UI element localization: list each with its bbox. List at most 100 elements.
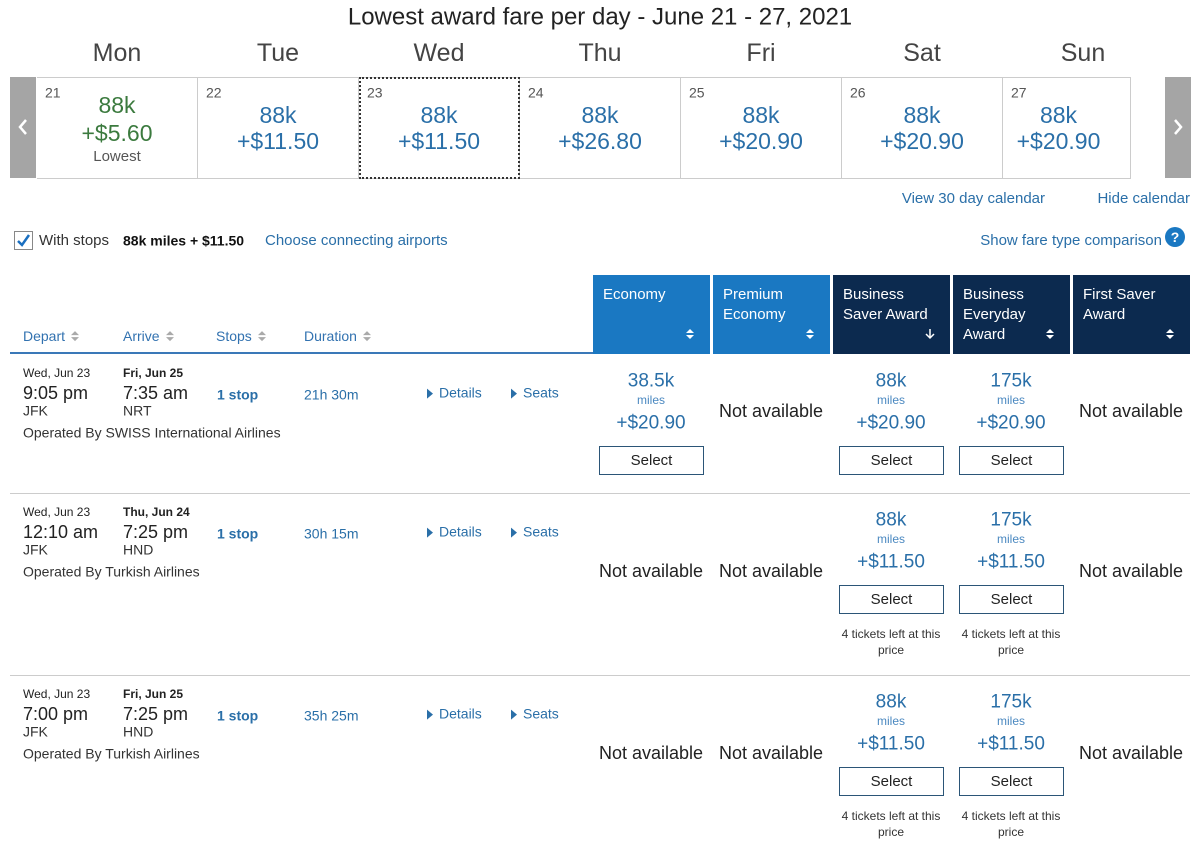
day-date: 25 <box>689 84 705 101</box>
seats-link[interactable]: Seats <box>511 524 559 541</box>
calendar-arrow[interactable] <box>10 77 36 178</box>
day-miles: 88k <box>259 102 297 129</box>
caret <box>427 388 433 399</box>
day-miles: 88k <box>1039 102 1078 129</box>
fare-sort <box>804 327 816 341</box>
day-cell[interactable]: 22 88k +$11.50 <box>198 77 359 179</box>
fare-miles: 88k <box>875 370 907 392</box>
fare-price: +$20.90 <box>616 412 686 434</box>
sort-arrows <box>165 329 175 346</box>
select-button[interactable]: Select <box>839 446 944 475</box>
fare-miles: 88k <box>875 509 907 531</box>
depart-time: 7:00 pm <box>23 704 89 725</box>
depart-time: 12:10 am <box>23 522 99 543</box>
operator: Operated By Turkish Airlines <box>23 745 200 762</box>
comparison-link[interactable]: Show fare type comparison <box>980 232 1162 249</box>
day-cell[interactable]: 26 88k +$20.90 <box>842 77 1003 179</box>
weekday: Wed <box>413 39 465 67</box>
calendar-title: Lowest award fare per day - June 21 - 27… <box>347 3 853 31</box>
select-button[interactable]: Select <box>839 585 944 614</box>
select-button[interactable]: Select <box>599 446 704 475</box>
details-text[interactable]: Details <box>439 705 482 722</box>
day-price: +$26.80 <box>558 128 642 155</box>
fare-sort <box>1164 327 1176 341</box>
depart-time: 9:05 pm <box>23 383 89 404</box>
day-date: 22 <box>206 84 222 101</box>
details-link[interactable]: Details <box>427 385 482 402</box>
fare-header-label: First Saver Award <box>1083 286 1156 323</box>
day-note: Lowest <box>93 148 141 165</box>
sort-header[interactable]: Arrive <box>123 328 175 346</box>
sort-icon <box>1166 329 1174 339</box>
origin: JFK <box>23 541 48 558</box>
help-icon[interactable]: ? <box>1165 227 1185 247</box>
day-price: +$20.90 <box>880 128 964 155</box>
not-available: Not available <box>718 561 824 582</box>
select-button[interactable]: Select <box>839 767 944 796</box>
fare-price: +$20.90 <box>856 412 926 434</box>
day-cell[interactable]: 25 88k +$20.90 <box>681 77 842 179</box>
day-miles: 88k <box>581 102 619 129</box>
destination: HND <box>123 541 154 558</box>
fare-header[interactable]: Business Everyday Award <box>953 275 1070 354</box>
calendar-arrow[interactable] <box>1165 77 1191 178</box>
fare-price: +$11.50 <box>977 733 1045 755</box>
fare-sort <box>924 327 936 341</box>
arrive-date: Fri, Jun 25 <box>123 365 184 380</box>
link-hide-calendar[interactable]: Hide calendar <box>1097 190 1190 207</box>
fare-miles: 175k <box>990 509 1032 531</box>
fare-unit: miles <box>876 531 906 546</box>
day-cell[interactable]: 21 88k +$5.60 Lowest <box>37 77 198 179</box>
tickets-left: 4 tickets left at this price <box>961 627 1061 657</box>
destination: HND <box>123 723 154 740</box>
fare-header[interactable]: Economy <box>593 275 710 354</box>
select-button[interactable]: Select <box>959 767 1064 796</box>
arrive-time: 7:25 pm <box>123 522 189 543</box>
checkbox[interactable] <box>14 231 33 250</box>
details-link[interactable]: Details <box>427 706 482 723</box>
connecting-link[interactable]: Choose connecting airports <box>265 232 448 249</box>
fare-unit: miles <box>876 392 906 407</box>
sort-arrows <box>362 329 372 346</box>
day-date: 23 <box>367 84 383 101</box>
fare-summary: 88k miles + $11.50 <box>123 232 245 249</box>
fare-miles: 175k <box>990 370 1032 392</box>
seats-text[interactable]: Seats <box>523 705 559 722</box>
weekday: Tue <box>256 39 300 67</box>
sort-header[interactable]: Stops <box>216 328 267 346</box>
seats-link[interactable]: Seats <box>511 706 559 723</box>
not-available: Not available <box>718 401 824 422</box>
day-miles: 88k <box>742 102 780 129</box>
details-link[interactable]: Details <box>427 524 482 541</box>
fare-price: +$11.50 <box>857 551 925 573</box>
arrive-date: Thu, Jun 24 <box>123 504 190 519</box>
select-button[interactable]: Select <box>959 446 1064 475</box>
day-date: 26 <box>850 84 866 101</box>
weekday: Mon <box>92 39 142 67</box>
day-cell[interactable]: 27 88k +$20.90 <box>1003 77 1131 179</box>
tickets-left: 4 tickets left at this price <box>841 627 941 657</box>
details-text[interactable]: Details <box>439 384 482 401</box>
weekday: Sun <box>1060 39 1106 67</box>
fare-header[interactable]: Business Saver Award <box>833 275 950 354</box>
sort-header[interactable]: Duration <box>304 328 372 346</box>
not-available: Not available <box>598 743 704 764</box>
seats-link[interactable]: Seats <box>511 385 559 402</box>
day-cell[interactable]: 24 88k +$26.80 <box>520 77 681 179</box>
duration: 30h 15m <box>304 525 359 542</box>
fare-header-label: Business Saver Award <box>843 286 928 323</box>
seats-text[interactable]: Seats <box>523 523 559 540</box>
sort-header[interactable]: Depart <box>23 328 80 346</box>
sort-arrows <box>70 329 80 346</box>
select-button[interactable]: Select <box>959 585 1064 614</box>
day-cell[interactable]: 23 88k +$11.50 <box>359 77 520 179</box>
fare-header[interactable]: First Saver Award <box>1073 275 1190 354</box>
fare-price: +$11.50 <box>977 551 1045 573</box>
details-text[interactable]: Details <box>439 523 482 540</box>
link-30-day[interactable]: View 30 day calendar <box>901 190 1045 207</box>
seats-text[interactable]: Seats <box>523 384 559 401</box>
fare-header[interactable]: Premium Economy <box>713 275 830 354</box>
not-available: Not available <box>598 561 704 582</box>
